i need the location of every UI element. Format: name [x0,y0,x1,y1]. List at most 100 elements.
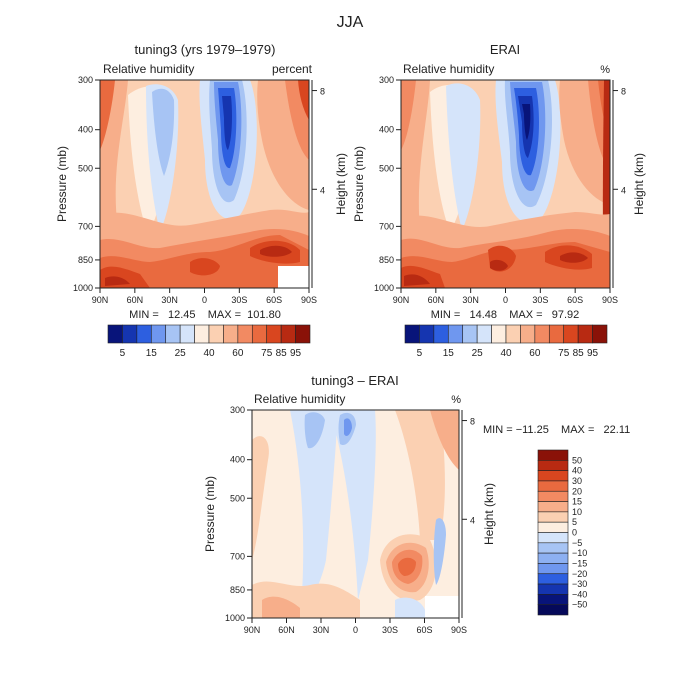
colorbar-swatch [295,324,311,344]
colorbar-label: 15 [443,348,455,359]
colorbar-label: 15 [572,497,582,507]
x-tick-label: 60N [278,625,295,635]
y-tick-label: 500 [379,163,394,173]
colorbar-swatch [122,324,138,344]
colorbar-label: 10 [572,507,582,517]
y-right-tick-label: 4 [621,185,626,195]
main-title: JJA [337,14,364,31]
panel-title: tuning3 – ERAI [311,373,398,388]
colorbar-swatch [194,324,210,344]
panel-units: % [600,64,610,76]
y-axis-right-label: Height (km) [632,153,646,215]
contour-field [401,80,610,288]
panel-reanalysis: ERAI Relative humidity % [352,42,646,359]
colorbar-swatch [537,594,569,605]
colorbar-swatch [577,324,593,344]
x-tick-label: 0 [353,625,358,635]
x-tick-label: 90S [602,295,618,305]
colorbar-swatch [537,470,569,482]
y-tick-label: 1000 [225,613,245,623]
colorbar-swatch [476,324,492,344]
x-tick-label: 90N [244,625,261,635]
y-tick-label: 850 [230,585,245,595]
x-tick-label: 90S [301,295,317,305]
colorbar-swatch [107,324,123,344]
panel-subtitle: Relative humidity [403,62,494,76]
y-axis-label: Pressure (mb) [352,146,366,222]
colorbar-label: 20 [572,486,582,496]
axes: 300 400 500 700 850 1000 90N 60N 30N 0 30S 60S 90S 8 4 [73,75,325,305]
colorbar-label: −20 [572,569,587,579]
y-axis-right-label: Height (km) [482,483,496,545]
colorbar-swatch [537,449,569,461]
y-right-tick-label: 4 [320,185,325,195]
y-tick-label: 850 [379,255,394,265]
colorbar-swatch [136,324,152,344]
x-tick-label: 30N [462,295,479,305]
colorbar-label: 0 [572,528,577,538]
y-tick-label: 400 [230,455,245,465]
colorbar-label: 5 [120,348,126,359]
colorbar-swatch [537,573,569,585]
x-tick-label: 60S [266,295,282,305]
x-tick-label: 90N [92,295,109,305]
x-tick-label: 90N [393,295,410,305]
colorbar-label: 25 [472,348,484,359]
colorbar-label: −50 [572,600,587,610]
colorbar-swatch [237,324,253,344]
colorbar-swatch [208,324,224,344]
colorbar-swatch [537,532,569,544]
panel-title: ERAI [490,42,520,57]
axes: 300 400 500 700 850 1000 90N 60N 30N 0 30S 60S 90S 8 4 [225,405,475,635]
y-axis-label: Pressure (mb) [55,146,69,222]
colorbar-swatch [537,552,569,564]
colorbar-swatch [592,324,608,344]
colorbar-swatch [419,324,435,344]
colorbar-swatch [537,542,569,554]
x-tick-label: 0 [503,295,508,305]
colorbar-swatch [537,563,569,575]
colorbar-swatch [537,460,569,471]
panel-units: % [451,394,461,406]
colorbar-label: 60 [529,348,541,359]
x-tick-label: 60S [567,295,583,305]
colorbar-swatch [520,324,536,344]
colorbar-label: −40 [572,589,587,599]
colorbar-swatch [280,324,296,344]
colorbar-label: 30 [572,476,582,486]
x-tick-label: 0 [202,295,207,305]
colorbar-swatch [266,324,282,344]
y-right-tick-label: 8 [470,417,475,427]
y-right-tick-label: 8 [320,87,325,97]
colorbar-label: 25 [175,348,187,359]
x-tick-label: 30N [161,295,178,305]
y-right-tick-label: 8 [621,87,626,97]
y-tick-label: 300 [230,405,245,415]
panel-title: tuning3 (yrs 1979–1979) [135,42,276,57]
colorbar-swatch [505,324,521,344]
colorbar-swatch [537,604,569,616]
colorbar-label: −15 [572,558,587,568]
panel-difference: tuning3 – ERAI Relative humidity % 30040… [203,373,630,635]
y-tick-label: 300 [379,75,394,85]
colorbar-swatch [462,324,478,344]
colorbar-label: 75 [261,348,273,359]
panel-model: tuning3 (yrs 1979–1979) Relative humidit… [55,42,348,359]
y-tick-label: 1000 [73,283,93,293]
colorbar-label: 75 [558,348,570,359]
min-max-stats: MIN = 14.48 MAX = 97.92 [431,309,580,321]
colorbar-label: 50 [572,455,582,465]
colorbar-swatch [165,324,181,344]
colorbar-swatch [150,324,167,344]
colorbar-label: 5 [417,348,423,359]
colorbar-label: 40 [203,348,215,359]
colorbar-swatch [491,324,507,344]
colorbar-swatch [404,324,420,344]
min-max-stats: MIN = −11.25 MAX = 22.11 [483,424,630,436]
colorbar-label: 95 [587,348,599,359]
colorbar-label: 40 [500,348,512,359]
y-tick-label: 500 [78,163,93,173]
colorbar: 5 15 25 40 60 75 85 95 [404,324,608,359]
colorbar-label: 60 [232,348,244,359]
